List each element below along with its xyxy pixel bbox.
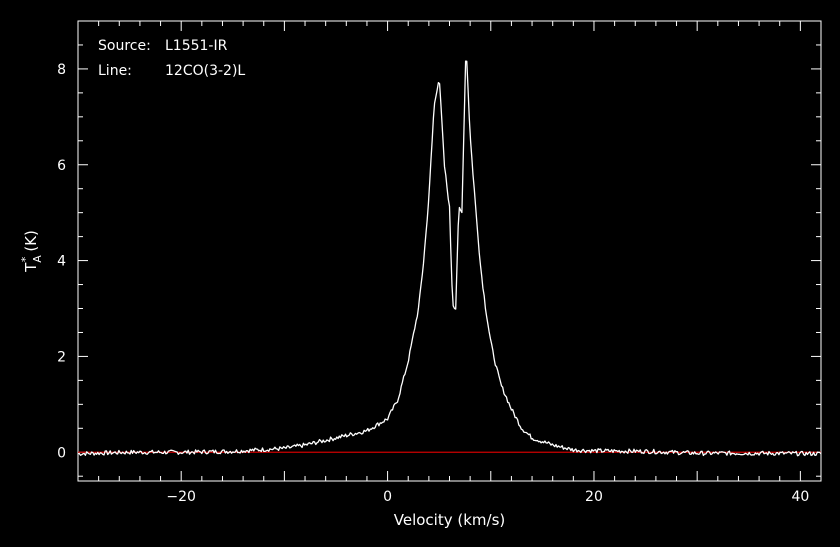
- source-value: L1551-IR: [165, 38, 228, 54]
- x-tick-label: 20: [585, 489, 603, 505]
- y-axis-label-main: T: [22, 262, 40, 273]
- y-axis-label-unit: (K): [22, 230, 40, 252]
- line-value: 12CO(3-2)L: [165, 63, 245, 79]
- y-tick-label: 8: [57, 62, 66, 78]
- spectrum-line: [77, 60, 822, 457]
- y-tick-labels: 0 2 4 6 8: [57, 62, 66, 461]
- y-axis-label-subscript: A: [31, 255, 44, 263]
- y-axis-label-superscript: *: [19, 256, 32, 262]
- x-axis-label: Velocity (km/s): [394, 511, 505, 529]
- x-tick-labels: −20 0 20 40: [166, 489, 809, 505]
- y-tick-label: 0: [57, 445, 66, 461]
- x-tick-label: 40: [791, 489, 809, 505]
- line-label: Line:: [98, 63, 132, 79]
- source-label: Source:: [98, 38, 151, 54]
- y-tick-label: 4: [57, 254, 66, 270]
- x-tick-label: −20: [166, 489, 196, 505]
- y-tick-label: 6: [57, 158, 66, 174]
- y-axis-label: TA* (K): [19, 230, 44, 273]
- y-tick-label: 2: [57, 349, 66, 365]
- axis-ticks: [77, 20, 822, 481]
- x-tick-label: 0: [383, 489, 392, 505]
